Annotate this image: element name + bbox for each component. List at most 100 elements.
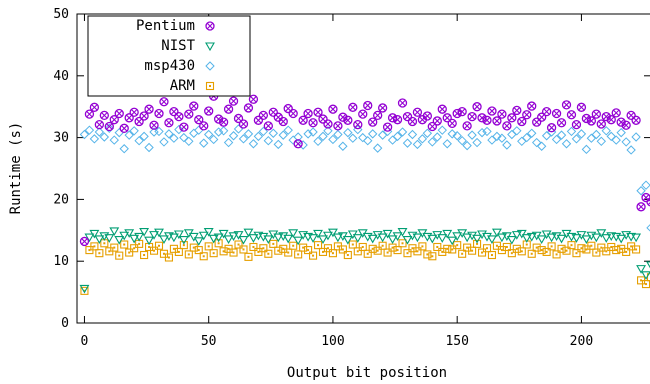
point-msp430 — [646, 224, 650, 232]
point-pentium — [348, 102, 358, 112]
point-msp430 — [536, 141, 547, 151]
point-arm — [507, 249, 516, 258]
point-pentium — [343, 115, 353, 125]
point-nist — [437, 234, 448, 243]
point-nist — [342, 236, 353, 245]
point-nist — [228, 232, 239, 241]
point-pentium — [184, 109, 194, 119]
point-msp430 — [527, 128, 537, 138]
point-pentium — [621, 120, 631, 130]
point-arm — [577, 244, 586, 253]
point-pentium — [233, 113, 244, 124]
point-arm — [567, 241, 576, 250]
point-nist — [323, 231, 333, 241]
legend-label-arm: ARM — [170, 78, 195, 94]
point-arm — [537, 246, 546, 255]
point-arm — [328, 249, 337, 258]
point-arm — [219, 247, 228, 256]
point-pentium — [79, 236, 90, 247]
point-pentium — [546, 123, 557, 133]
point-pentium — [323, 119, 333, 129]
y-tick-label: 10 — [53, 254, 69, 269]
point-nist — [546, 233, 557, 243]
y-axis-label: Runtime (s) — [8, 122, 24, 215]
point-nist — [487, 235, 497, 245]
point-pentium — [194, 115, 204, 125]
point-msp430 — [218, 126, 229, 136]
point-arm — [418, 242, 427, 251]
point-arm — [602, 247, 611, 256]
point-arm — [289, 241, 298, 250]
tick-labels: 0 10 20 30 40 50 0 50 100 150 200 — [53, 7, 593, 349]
point-nist — [447, 236, 458, 246]
point-msp430 — [94, 127, 105, 137]
point-arm — [304, 246, 313, 255]
point-nist — [412, 233, 423, 243]
point-msp430 — [124, 130, 134, 140]
point-arm — [269, 239, 278, 248]
y-tick-label: 30 — [53, 131, 69, 146]
point-pentium — [646, 197, 650, 207]
point-nist — [352, 234, 363, 243]
point-msp430 — [268, 128, 279, 138]
point-nist — [506, 236, 517, 245]
point-msp430 — [228, 131, 239, 141]
point-pentium — [472, 102, 482, 112]
point-arm — [473, 239, 482, 248]
point-pentium — [581, 113, 592, 124]
point-msp430 — [323, 126, 333, 136]
point-msp430 — [452, 131, 462, 141]
point-nist — [89, 229, 100, 239]
point-pentium — [382, 122, 393, 132]
point-pentium — [502, 121, 512, 131]
point-pentium — [482, 115, 492, 125]
point-pentium — [278, 116, 288, 127]
point-msp430 — [556, 130, 567, 140]
point-pentium — [248, 94, 259, 104]
point-pentium — [179, 122, 189, 132]
point-msp430 — [616, 127, 626, 138]
point-msp430 — [447, 129, 457, 139]
point-pentium — [477, 113, 487, 123]
point-pentium — [551, 108, 562, 119]
point-msp430 — [601, 126, 611, 136]
x-tick-label: 150 — [445, 334, 468, 349]
point-arm — [592, 248, 601, 257]
point-arm — [323, 244, 333, 253]
point-msp430 — [144, 142, 154, 153]
point-msp430 — [109, 135, 119, 145]
point-pentium — [258, 110, 269, 121]
point-pentium — [189, 101, 199, 111]
point-arm — [264, 249, 273, 258]
point-msp430 — [293, 132, 303, 142]
point-pentium — [358, 109, 368, 119]
point-msp430 — [208, 134, 219, 145]
point-arm — [299, 243, 308, 252]
point-arm — [612, 246, 621, 255]
point-arm — [413, 247, 422, 256]
point-nist — [392, 232, 403, 241]
point-nist — [238, 236, 249, 245]
point-nist — [203, 227, 214, 237]
point-pentium — [437, 104, 447, 114]
point-msp430 — [467, 130, 477, 140]
point-nist — [616, 234, 627, 244]
point-arm — [294, 250, 303, 259]
point-msp430 — [422, 128, 433, 138]
point-nist — [442, 229, 453, 239]
point-nist — [208, 234, 219, 244]
legend-markers — [205, 21, 215, 91]
x-tick-label: 0 — [81, 334, 89, 349]
point-pentium — [522, 110, 532, 120]
point-arm — [502, 242, 511, 252]
point-pentium — [591, 109, 601, 119]
point-arm — [453, 241, 462, 250]
point-nist — [144, 236, 155, 246]
point-pentium — [368, 117, 378, 127]
point-msp430 — [477, 127, 487, 138]
point-pentium — [149, 120, 159, 130]
point-arm — [164, 253, 173, 262]
point-msp430 — [199, 138, 209, 148]
point-arm — [393, 246, 402, 255]
